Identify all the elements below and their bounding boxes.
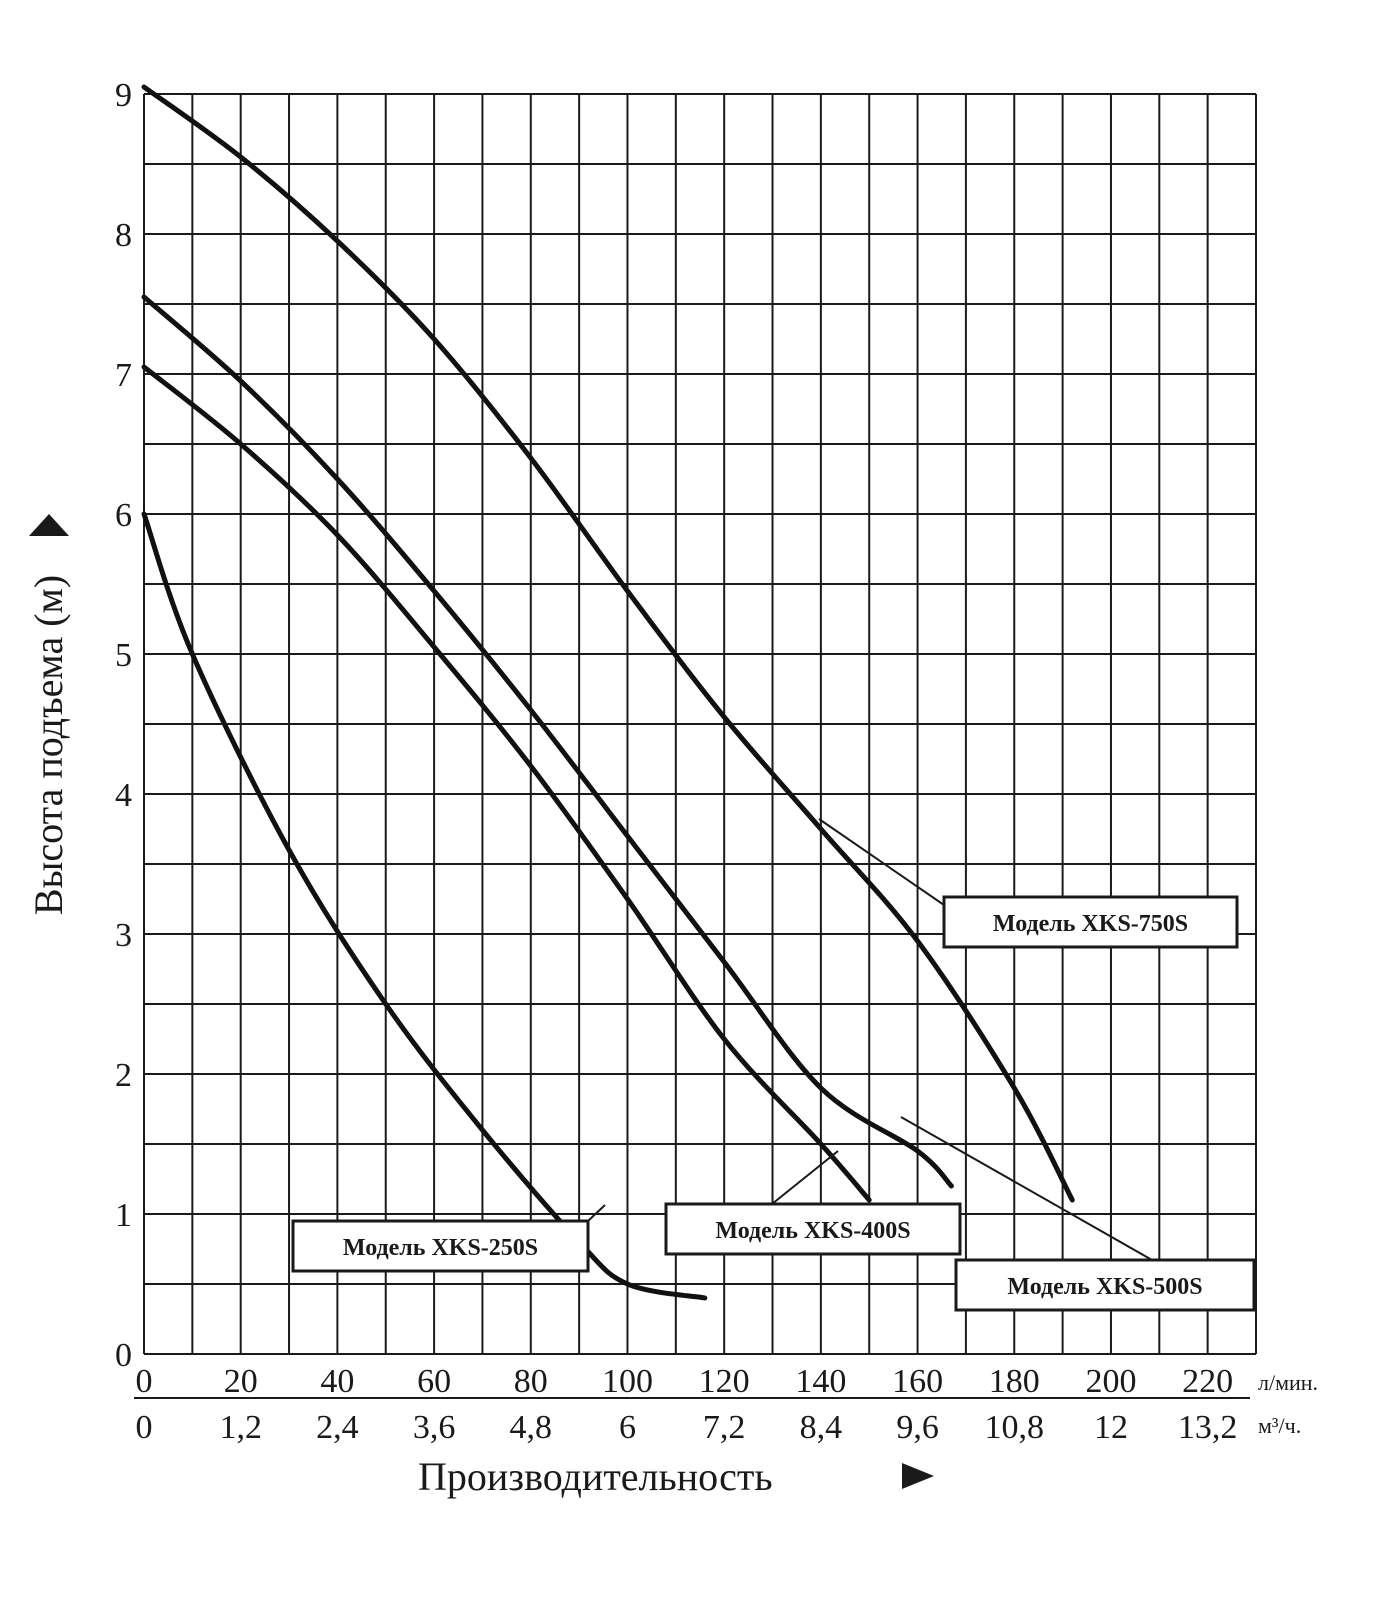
label-xks-500s-text: Модель XKS-500S <box>1007 1274 1202 1300</box>
x-tick-label-secondary: 3,6 <box>413 1409 456 1446</box>
x-tick-label-secondary: 12 <box>1094 1409 1128 1446</box>
leader-lines <box>587 818 1153 1261</box>
x-tick-label-primary: 20 <box>224 1363 258 1400</box>
y-axis-arrow-icon <box>29 514 69 536</box>
x-tick-label-secondary: 10,8 <box>985 1409 1045 1446</box>
y-tick-label: 6 <box>115 497 132 534</box>
curve-xks-500s <box>141 294 954 1189</box>
curve-xks-250s <box>141 511 708 1301</box>
series-curves <box>141 84 1075 1301</box>
y-tick-label: 7 <box>115 357 132 394</box>
label-xks-250s-leader <box>587 1204 606 1222</box>
x-tick-label-primary: 40 <box>320 1363 354 1400</box>
x-tick-label-secondary: 2,4 <box>316 1409 359 1446</box>
x-tick-label-primary: 60 <box>417 1363 451 1400</box>
label-xks-400s-box <box>664 1202 962 1256</box>
label-xks-500s-box <box>954 1258 1256 1312</box>
y-tick-label: 0 <box>115 1337 132 1374</box>
label-xks-750s-text: Модель XKS-750S <box>993 911 1188 937</box>
label-xks-500s-leader <box>900 1116 1153 1261</box>
x-tick-label-secondary: 7,2 <box>703 1409 746 1446</box>
x-tick-label-primary: 100 <box>602 1363 653 1400</box>
y-tick-label: 4 <box>115 777 132 814</box>
grid <box>134 93 1257 1399</box>
x-tick-label-primary: 200 <box>1085 1363 1136 1400</box>
x-tick-label-primary: 160 <box>892 1363 943 1400</box>
x-axis-arrow-icon <box>902 1463 934 1489</box>
label-xks-400s-leader <box>771 1150 839 1205</box>
x-axis-title: Производительность <box>418 1454 773 1499</box>
series-labels: Модель XKS-250S Модель XKS-400S Модель XKS… <box>291 895 1256 1312</box>
y-tick-label: 2 <box>115 1057 132 1094</box>
y-tick-label: 5 <box>115 637 132 674</box>
x-tick-label-primary: 220 <box>1182 1363 1233 1400</box>
label-xks-400s-text: Модель XKS-400S <box>715 1218 910 1244</box>
x-tick-label-primary: 120 <box>699 1363 750 1400</box>
x-tick-label-primary: 80 <box>514 1363 548 1400</box>
label-xks-750s-leader <box>818 818 945 906</box>
x-tick-label-primary: 140 <box>795 1363 846 1400</box>
y-tick-label: 8 <box>115 217 132 254</box>
x-tick-label-secondary: 0 <box>136 1409 153 1446</box>
x-secondary-unit: м³/ч. <box>1258 1413 1301 1438</box>
curve-xks-400s <box>141 364 872 1203</box>
x-tick-label-secondary: 8,4 <box>800 1409 843 1446</box>
x-tick-label-secondary: 9,6 <box>896 1409 939 1446</box>
x-tick-label-secondary: 1,2 <box>219 1409 262 1446</box>
label-xks-250s-text: Модель XKS-250S <box>343 1235 538 1261</box>
curve-xks-750s <box>141 84 1075 1203</box>
y-tick-label: 3 <box>115 917 132 954</box>
label-xks-750s-box <box>942 895 1239 949</box>
x-tick-label-secondary: 13,2 <box>1178 1409 1238 1446</box>
label-xks-250s-box <box>291 1219 590 1273</box>
x-tick-label-secondary: 4,8 <box>510 1409 553 1446</box>
y-axis-title: Высота подъема (м) <box>26 575 71 915</box>
x-tick-label-primary: 0 <box>136 1363 153 1400</box>
y-tick-label: 9 <box>115 77 132 114</box>
y-tick-label: 1 <box>115 1197 132 1234</box>
x-tick-label-secondary: 6 <box>619 1409 636 1446</box>
x-tick-label-primary: 180 <box>989 1363 1040 1400</box>
x-primary-unit: л/мин. <box>1258 1370 1318 1395</box>
